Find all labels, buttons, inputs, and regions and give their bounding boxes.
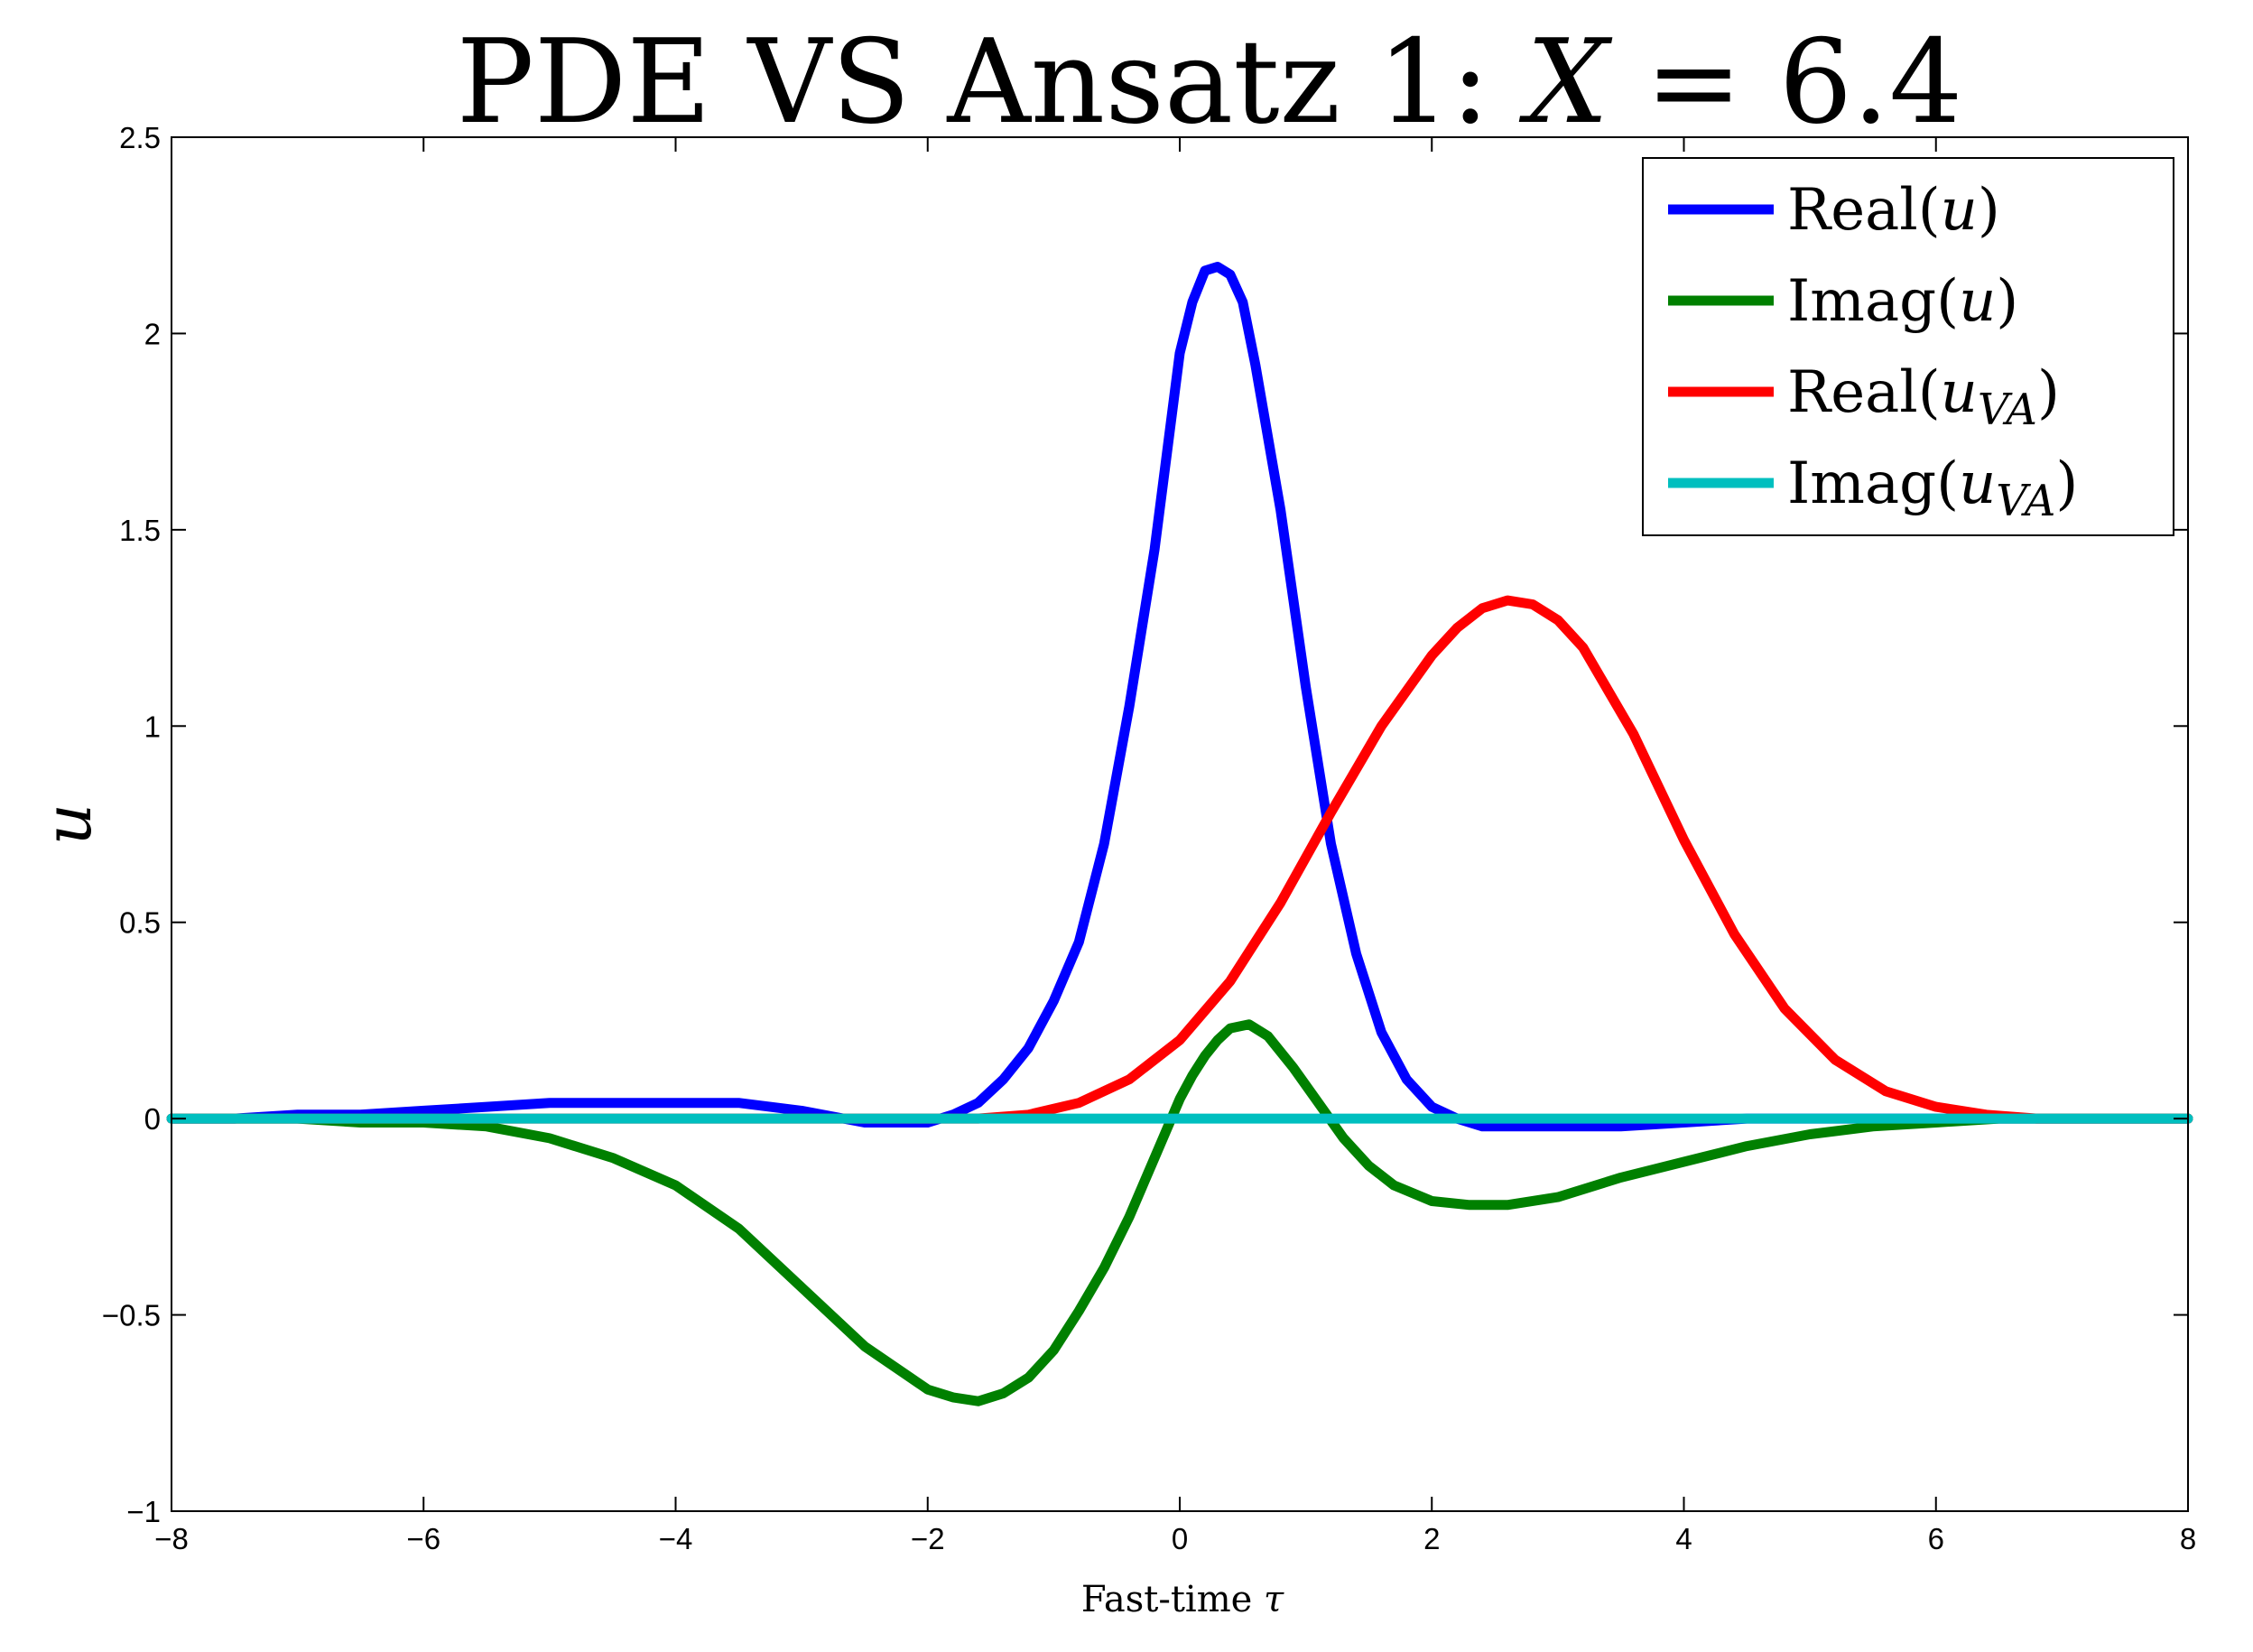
legend-label-2: Imag(u): [1787, 268, 2018, 335]
x-tick-label: 4: [1675, 1522, 1692, 1555]
legend-label-4: Imag(uVA): [1787, 450, 2078, 526]
legend-box: [1642, 157, 2174, 536]
y-tick-label: 1: [144, 710, 161, 743]
x-tick-label: −6: [406, 1522, 440, 1555]
x-tick-label: −2: [911, 1522, 945, 1555]
y-tick-label: 0.5: [119, 906, 161, 940]
series-layer: [166, 262, 2193, 1406]
y-tick-label: 0: [144, 1102, 161, 1136]
y-tick-label: 2.5: [119, 121, 161, 154]
x-tick-label: 8: [2180, 1522, 2196, 1555]
x-tick-label: −8: [154, 1522, 189, 1555]
legend-label-3: Real(uVA): [1787, 359, 2060, 435]
x-tick-label: 0: [1172, 1522, 1188, 1555]
axis-ticks: −8 −6 −4 −2 0 2 4 6 8 −1 −0.5 0 0.5 1 1.5 2 2.5: [102, 121, 2196, 1555]
series-line-2: [166, 1019, 2193, 1406]
series-line-1: [166, 262, 2193, 1132]
y-tick-label: 1.5: [119, 514, 161, 547]
y-axis-label: u: [30, 803, 106, 845]
chart-title: PDE VS Ansatz 1: X = 6.4: [457, 15, 1963, 150]
legend: Real(u) Imag(u) Real(uVA) Imag(uVA): [1642, 157, 2174, 536]
x-tick-label: 2: [1423, 1522, 1440, 1555]
series-line-3: [166, 595, 2193, 1124]
x-tick-label: −4: [659, 1522, 693, 1555]
y-tick-label: 2: [144, 317, 161, 350]
y-tick-label: −0.5: [102, 1299, 161, 1332]
y-tick-label: −1: [126, 1495, 161, 1528]
x-axis-label: Fast-time τ: [1081, 1579, 1284, 1620]
legend-label-1: Real(u): [1787, 177, 2000, 244]
x-tick-label: 6: [1928, 1522, 1944, 1555]
